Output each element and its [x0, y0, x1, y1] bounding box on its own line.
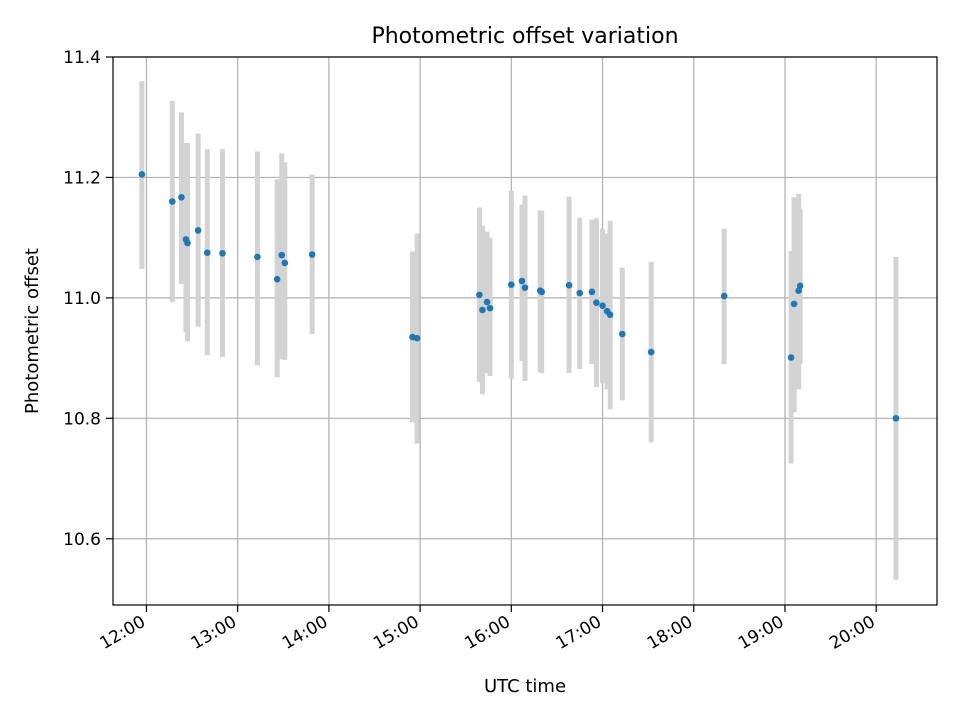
plot-frame: [112, 56, 938, 606]
y-tick-label: 11.2: [63, 168, 101, 188]
data-point: [483, 298, 491, 306]
data-point: [203, 249, 211, 257]
data-point: [508, 281, 515, 288]
y-axis-ticks: 10.6 10.8 11.0 11.2 11.4: [63, 48, 113, 550]
data-point: [219, 250, 226, 257]
data-point: [892, 415, 900, 422]
data-point: [413, 334, 421, 342]
data-point: [518, 277, 526, 285]
data-point: [308, 251, 316, 258]
data-point: [476, 291, 483, 299]
y-axis-label: Photometric offset: [22, 248, 43, 414]
data-point: [168, 198, 176, 205]
data-point: [486, 304, 494, 312]
data-point: [194, 227, 202, 234]
data-point: [138, 171, 146, 178]
data-point: [647, 348, 655, 356]
y-tick-label: 10.8: [63, 409, 101, 429]
data-point: [565, 281, 573, 289]
y-tick-label: 11.4: [63, 48, 101, 68]
data-point: [521, 284, 529, 291]
data-point: [606, 311, 614, 319]
data-point: [184, 239, 191, 247]
data-point: [720, 292, 728, 300]
data-point: [273, 275, 281, 283]
chart-title: Photometric offset variation: [371, 24, 678, 49]
data-point: [790, 300, 798, 308]
x-axis-label: UTC time: [484, 676, 566, 697]
data-point: [538, 288, 546, 296]
data-point: [254, 253, 261, 261]
data-point: [178, 194, 185, 201]
y-tick-label: 11.0: [63, 289, 101, 309]
data-point: [278, 251, 286, 259]
y-tick-label: 10.6: [63, 530, 101, 550]
data-point: [599, 302, 606, 310]
data-point: [787, 354, 795, 361]
data-point: [588, 288, 596, 296]
data-point: [618, 330, 626, 338]
data-point: [593, 299, 600, 306]
data-point: [796, 282, 804, 290]
data-point: [479, 306, 486, 314]
data-point: [576, 289, 584, 297]
data-point: [281, 259, 289, 267]
data-points: [138, 171, 900, 422]
